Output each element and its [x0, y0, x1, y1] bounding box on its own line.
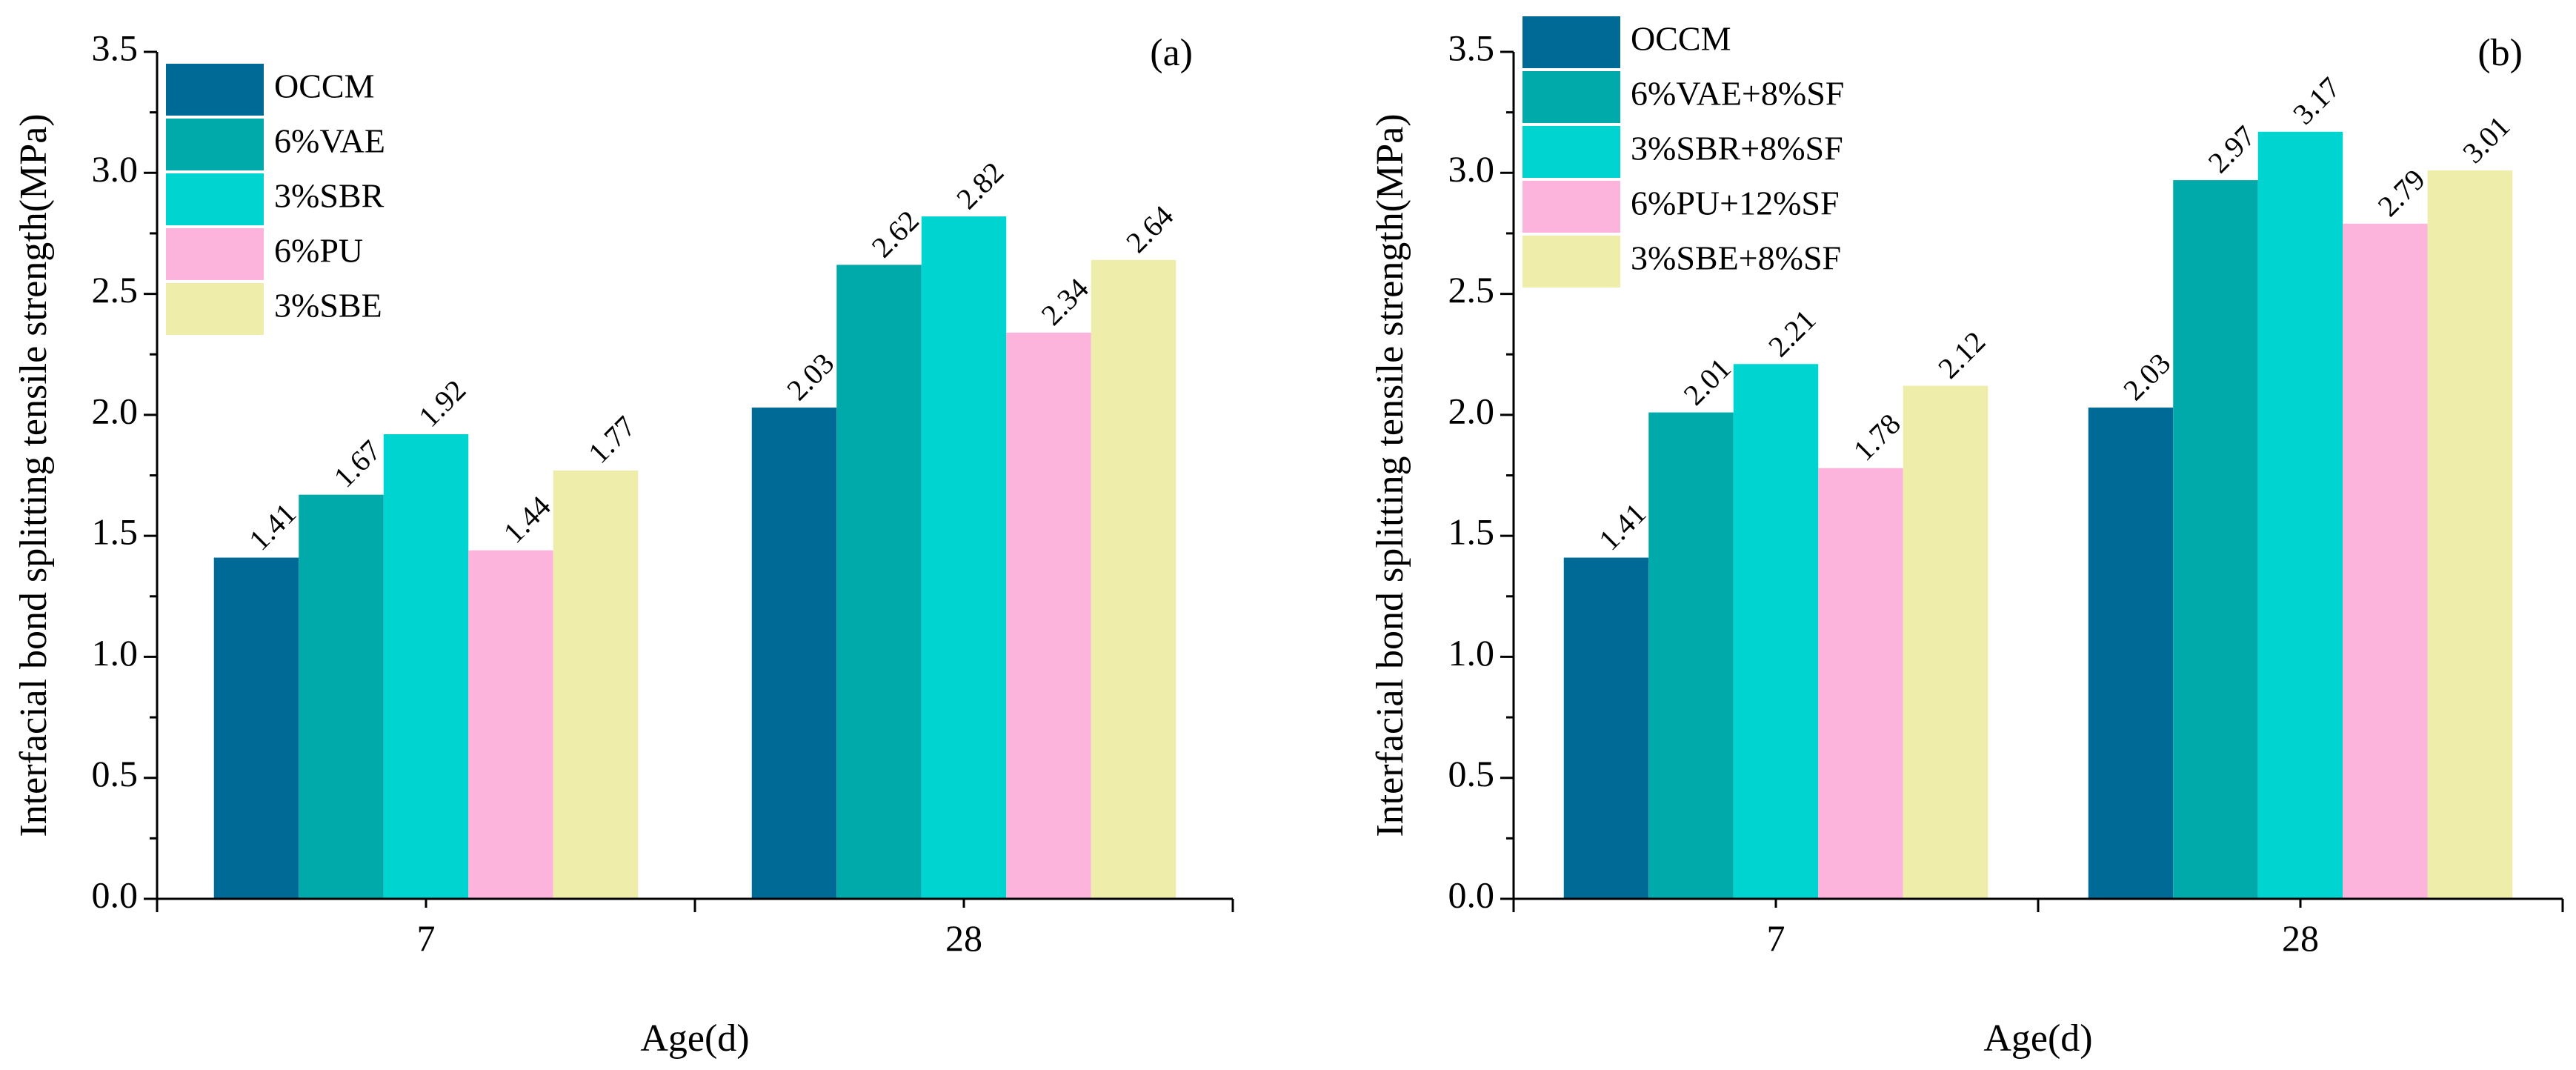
y-tick-label: 1.5	[1448, 511, 1495, 553]
data-label: 1.67	[327, 433, 387, 494]
bar-6-pu-12-sf-day-28	[2343, 223, 2428, 899]
bar-6-pu-12-sf-day-7	[1818, 468, 1903, 899]
data-label: 2.64	[1119, 199, 1179, 259]
data-label: 2.01	[1677, 351, 1737, 411]
legend-swatch	[1522, 236, 1620, 288]
data-label: 2.12	[1931, 325, 1991, 385]
data-label: 2.03	[780, 347, 840, 407]
y-tick-label: 2.0	[92, 390, 139, 431]
x-axis-title: Age(d)	[1983, 1017, 2092, 1060]
data-label: 1.44	[497, 489, 557, 549]
legend-label: OCCM	[1631, 20, 1731, 58]
data-label: 2.03	[2117, 347, 2177, 407]
bar-6-vae-day-7	[299, 494, 384, 899]
data-label: 2.62	[865, 204, 925, 264]
y-tick-label: 0.5	[1448, 753, 1495, 794]
y-tick-label: 2.5	[92, 269, 139, 310]
y-tick-label: 0.0	[1448, 874, 1495, 915]
y-tick-label: 1.5	[92, 511, 139, 553]
legend-label: 3%SBR+8%SF	[1631, 130, 1843, 167]
x-tick-label: 28	[945, 917, 982, 959]
y-tick-label: 0.0	[92, 874, 139, 915]
data-label: 3.17	[2286, 70, 2346, 130]
bar-occm-day-7	[1563, 557, 1649, 899]
x-tick-label: 7	[1767, 917, 1785, 959]
y-axis-title: Interfacial bond splitting tensile stren…	[1369, 113, 1411, 837]
data-label: 2.97	[2202, 119, 2262, 179]
y-tick-label: 2.0	[1448, 390, 1495, 431]
y-tick-label: 1.0	[1448, 632, 1495, 674]
bar-occm-day-7	[213, 557, 299, 899]
y-tick-label: 3.0	[92, 148, 139, 190]
bar-occm-day-28	[2088, 408, 2174, 899]
legend: OCCM 6%VAE 3%SBR 6%PU 3%SBE	[166, 64, 385, 335]
bar-3-sbr-8-sf-day-7	[1733, 364, 1819, 900]
bar-6-vae-8-sf-day-28	[2173, 180, 2258, 899]
data-label: 2.21	[1762, 303, 1822, 363]
bar-6-vae-8-sf-day-7	[1648, 412, 1734, 899]
data-label: 1.41	[242, 496, 302, 556]
bar-3-sbr-day-28	[921, 216, 1007, 899]
legend-swatch	[166, 283, 264, 335]
y-axis-title: Interfacial bond splitting tensile stren…	[13, 113, 55, 837]
data-label: 1.78	[1847, 407, 1907, 467]
panel-label: (b)	[2477, 32, 2523, 74]
legend-swatch	[166, 228, 264, 280]
y-tick-label: 2.5	[1448, 269, 1495, 310]
bar-occm-day-28	[751, 408, 837, 899]
x-tick-label: 7	[417, 917, 436, 959]
panel-label: (a)	[1150, 32, 1193, 74]
bar-3-sbr-8-sf-day-28	[2257, 131, 2343, 900]
y-tick-label: 0.5	[92, 753, 139, 794]
legend-label: 6%VAE+8%SF	[1631, 75, 1844, 113]
legend-swatch	[1522, 126, 1620, 178]
legend-label: 6%VAE	[274, 122, 385, 160]
legend-swatch	[1522, 181, 1620, 233]
bar-3-sbe-day-7	[553, 470, 639, 899]
legend-label: 6%PU	[274, 232, 363, 270]
bar-3-sbr-day-7	[383, 433, 469, 899]
legend-label: 6%PU+12%SF	[1631, 185, 1840, 222]
y-tick-label: 3.0	[1448, 148, 1495, 190]
legend-swatch	[1522, 71, 1620, 123]
data-label: 1.41	[1592, 496, 1652, 556]
bar-3-sbe-8-sf-day-7	[1903, 385, 1988, 899]
y-tick-label: 1.0	[92, 632, 139, 674]
legend-swatch	[166, 173, 264, 225]
legend: OCCM 6%VAE+8%SF 3%SBR+8%SF 6%PU+12%SF 3%SBE+…	[1522, 16, 1844, 288]
bar-3-sbe-day-28	[1091, 259, 1176, 899]
legend-swatch	[166, 119, 264, 170]
x-tick-label: 28	[2282, 917, 2319, 959]
data-label: 1.92	[412, 373, 472, 433]
legend-label: 3%SBR	[274, 177, 385, 215]
bar-3-sbe-8-sf-day-28	[2427, 170, 2513, 899]
bar-6-vae-day-28	[836, 265, 922, 900]
y-tick-label: 3.5	[92, 27, 139, 68]
chart-panel-b: 1.412.032.012.972.213.171.782.792.123.01…	[1369, 16, 2564, 1060]
bar-6-pu-day-7	[468, 550, 553, 899]
legend-swatch	[166, 64, 264, 116]
data-label: 1.77	[582, 410, 642, 470]
x-axis-title: Age(d)	[640, 1017, 749, 1060]
y-tick-label: 3.5	[1448, 27, 1495, 68]
bar-6-pu-day-28	[1006, 332, 1091, 899]
legend-label: OCCM	[274, 67, 374, 105]
data-label: 2.79	[2372, 162, 2432, 222]
chart-panel-a: 1.41 2.03 1.67 2.62 1.92 2.82 1.44 2.34 1.77 2.64…	[13, 27, 1234, 1060]
data-label: 2.34	[1035, 271, 1095, 331]
legend-swatch	[1522, 16, 1620, 68]
legend-label: 3%SBE+8%SF	[1631, 239, 1841, 277]
data-label: 2.82	[950, 156, 1010, 216]
data-label: 3.01	[2456, 110, 2516, 170]
legend-label: 3%SBE	[274, 287, 382, 325]
